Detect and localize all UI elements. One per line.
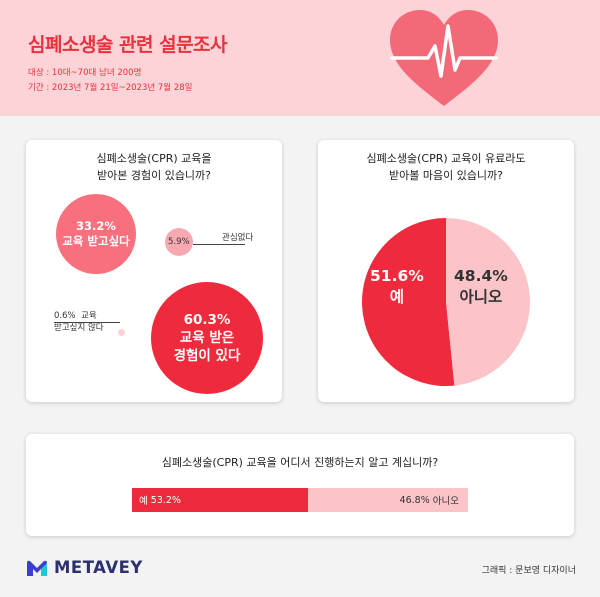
pie-chart [362, 218, 530, 386]
page-title: 심폐소생술 관련 설문조사 [28, 34, 228, 56]
bubble-not-wanted-label: 0.6% 교육 받고싶지 않다 [54, 311, 104, 333]
chart-title: 심폐소생술(CPR) 교육을 받아본 경험이 있습니까? [96, 152, 212, 182]
bubble-not-interested-value: 5.9% [168, 237, 190, 247]
metavey-logo-icon [27, 560, 47, 576]
brand-name: METAVEY [54, 558, 143, 577]
chart-title: 심폐소생술(CPR) 교육을 어디서 진행하는지 알고 계십니까? [161, 456, 439, 469]
bubble-experienced: 60.3% 교육 받은 경험이 있다 [151, 282, 263, 394]
graphic-credit: 그래픽 : 문보영 디자이너 [481, 566, 576, 576]
chart-title: 심폐소생술(CPR) 교육이 유료라도 받아볼 마음이 있습니까? [366, 152, 526, 182]
chart-card-location-awareness: 심폐소생술(CPR) 교육을 어디서 진행하는지 알고 계십니까? 예 53.2… [26, 434, 574, 536]
bar-segment-yes: 예 53.2% [132, 488, 308, 512]
pie-slice-no [446, 218, 530, 386]
pie-label-no: 48.4% 아니오 [454, 267, 508, 306]
leader-line [193, 244, 245, 245]
header-banner: 심폐소생술 관련 설문조사 대상 : 10대~70대 남녀 200명 기간 : … [0, 0, 600, 116]
bubble-not-interested-label: 관심없다 [222, 233, 254, 243]
heart-icon [390, 10, 498, 106]
bubble-not-wanted [118, 329, 125, 336]
leader-line [54, 322, 120, 323]
chart-card-cpr-experience: 심폐소생술(CPR) 교육을 받아본 경험이 있습니까? 33.2% 교육 받고… [26, 140, 282, 402]
bubble-not-interested [165, 228, 193, 256]
bar-segment-no: 46.8% 아니오 [308, 488, 468, 512]
survey-target: 대상 : 10대~70대 남녀 200명 [28, 68, 142, 78]
survey-period: 기간 : 2023년 7월 21일~2023년 7월 28일 [28, 83, 193, 93]
pie-slice-yes [362, 218, 455, 386]
bubble-want-education: 33.2% 교육 받고싶다 [56, 194, 136, 274]
chart-card-paid-willingness: 심폐소생술(CPR) 교육이 유료라도 받아볼 마음이 있습니까? 51.6% … [318, 140, 574, 402]
brand-logo: METAVEY [26, 558, 143, 577]
pie-label-yes: 51.6% 예 [370, 267, 424, 306]
